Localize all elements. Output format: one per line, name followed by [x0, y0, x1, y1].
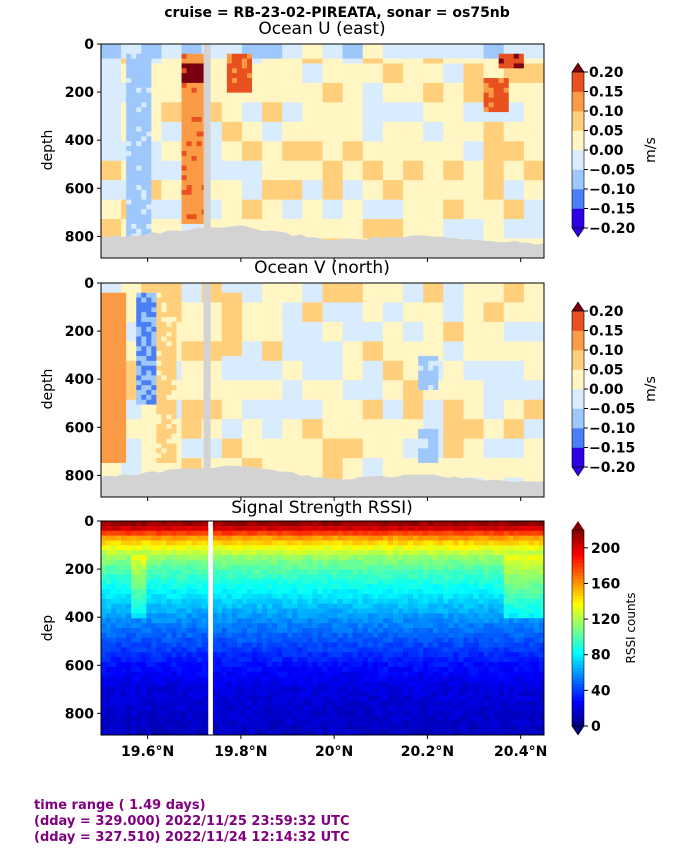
- colorbar-label: m/s: [643, 137, 659, 163]
- colorbar-tick-label: 0: [591, 719, 601, 735]
- y-axis: 0 200 400 600 800: [65, 514, 101, 722]
- y-axis: 0 200 400 600 800: [65, 276, 101, 484]
- panel-title: Signal Strength RSSI): [231, 498, 413, 518]
- y-tick-label: 200: [65, 562, 94, 578]
- colorbar-extend-min: [572, 726, 584, 735]
- y-tick-label: 800: [65, 468, 94, 484]
- x-tick-label: 20°N: [315, 744, 353, 760]
- x-tick-label: 20.2°N: [401, 744, 454, 760]
- y-axis: 0 200 400 600 800: [65, 37, 101, 245]
- y-tick-label: 600: [65, 658, 94, 674]
- y-tick-label: 0: [84, 37, 94, 53]
- panel-title: Ocean U (east): [258, 19, 385, 39]
- colorbar-extend-max: [572, 63, 584, 72]
- heatmap-plot-area: [101, 521, 545, 739]
- heatmap-plot-area: [101, 44, 545, 262]
- colorbar-extend-min: [572, 467, 584, 476]
- colorbar-tick-label: −0.10: [589, 182, 636, 198]
- colorbar: 0.20 0.15 0.10 0.05 0.00 −0.05 −0.10 −0.15 −0.20: [572, 63, 636, 237]
- y-tick-label: 200: [65, 85, 94, 101]
- heatmap-cells: [101, 521, 545, 736]
- y-tick-label: 800: [65, 706, 94, 722]
- data-gap: [204, 44, 211, 258]
- colorbar-tick-label: −0.15: [589, 441, 635, 457]
- colorbar-label: RSSI counts: [624, 592, 638, 663]
- colorbar-tick-label: 0.05: [589, 363, 624, 379]
- colorbar-tick-label: 160: [591, 576, 620, 592]
- colorbar-extend-max: [572, 302, 584, 311]
- colorbar-tick-label: 0.10: [589, 343, 624, 359]
- data-gap: [204, 283, 211, 497]
- colorbar-tick-label: 0.10: [589, 104, 624, 120]
- colorbar-tick-label: −0.20: [589, 460, 636, 476]
- data-gap: [208, 521, 213, 735]
- x-tick-label: 20.4°N: [494, 744, 547, 760]
- heatmap-cells: [101, 283, 545, 498]
- x-axis: 19.6°N 19.8°N 20°N 20.2°N 20.4°N: [121, 744, 547, 760]
- y-axis-label: depth: [40, 369, 56, 410]
- y-tick-label: 0: [84, 276, 94, 292]
- y-tick-label: 600: [65, 181, 94, 197]
- x-tick-label: 19.8°N: [214, 744, 267, 760]
- colorbar-tick-label: 40: [591, 683, 611, 699]
- colorbar-tick-label: −0.05: [589, 402, 635, 418]
- colorbar-tick-label: −0.15: [589, 202, 635, 218]
- y-tick-label: 800: [65, 229, 94, 245]
- colorbar-tick-label: 0.00: [589, 382, 624, 398]
- panel-title: Ocean V (north): [254, 258, 390, 278]
- colorbar-label: m/s: [643, 376, 659, 402]
- colorbar-tick-label: −0.20: [589, 221, 636, 237]
- colorbar-tick-label: 0.05: [589, 124, 624, 140]
- colorbar-tick-label: 0.15: [589, 85, 624, 101]
- colorbar-tick-label: 0.15: [589, 324, 624, 340]
- y-tick-label: 400: [65, 610, 94, 626]
- y-tick-label: 600: [65, 420, 94, 436]
- colorbar-tick-label: 80: [591, 648, 611, 664]
- heatmap-plot-area: [101, 283, 545, 501]
- heatmap-cells: [101, 44, 545, 259]
- footer-end-time: (dday = 329.000) 2022/11/25 23:59:32 UTC: [34, 814, 350, 830]
- colorbar-tick-label: −0.10: [589, 421, 636, 437]
- colorbar-tick-label: 0.00: [589, 143, 624, 159]
- y-axis-label: dep: [40, 615, 56, 642]
- colorbar-tick-label: 200: [591, 541, 620, 557]
- colorbar-tick-label: 0.20: [589, 65, 624, 81]
- y-axis-label: depth: [40, 130, 56, 171]
- colorbar-tick-label: 120: [591, 612, 620, 628]
- panel-ocean-v: Ocean V (north) 0 200 400 600 800 depth 0.20…: [40, 258, 659, 501]
- y-tick-label: 200: [65, 324, 94, 340]
- y-tick-label: 0: [84, 514, 94, 530]
- colorbar-extend-min: [572, 228, 584, 237]
- y-tick-label: 400: [65, 372, 94, 388]
- colorbar-tick-label: −0.05: [589, 163, 635, 179]
- colorbar-tick-label: 0.20: [589, 304, 624, 320]
- colorbar: 0.20 0.15 0.10 0.05 0.00 −0.05 −0.10 −0.15 −0.20: [572, 302, 636, 476]
- y-tick-label: 400: [65, 133, 94, 149]
- footer-time-range: time range ( 1.49 days): [34, 798, 206, 814]
- x-tick-label: 19.6°N: [121, 744, 174, 760]
- footer-start-time: (dday = 327.510) 2022/11/24 12:14:32 UTC: [34, 830, 350, 846]
- colorbar: 200 160 120 80 40 0: [572, 521, 620, 735]
